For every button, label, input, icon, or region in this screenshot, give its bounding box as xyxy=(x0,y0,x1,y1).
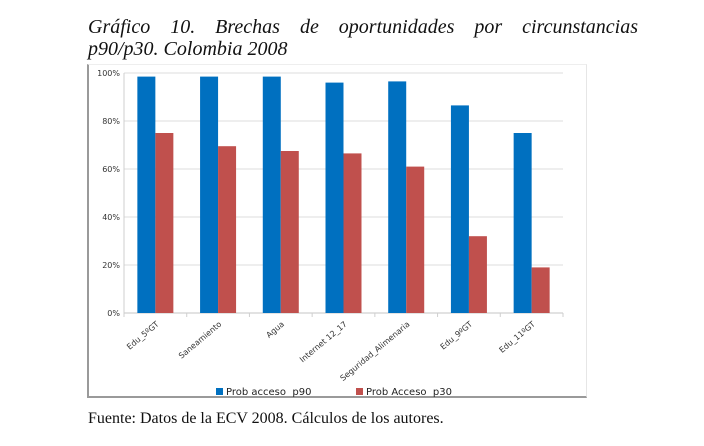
figure-title: Gráfico 10. Brechas de oportunidades por… xyxy=(88,16,638,60)
bar-p90 xyxy=(450,105,469,314)
bar-p90 xyxy=(325,82,344,313)
category-label: Edu_11ºGT xyxy=(497,320,537,355)
y-tick-label: 80% xyxy=(102,117,120,126)
legend-item: Prob acceso p90 xyxy=(216,387,311,398)
legend-label: Prob acceso p90 xyxy=(226,387,311,398)
source-note: Fuente: Datos de la ECV 2008. Cálculos d… xyxy=(88,410,444,427)
category-label: Agua xyxy=(265,320,287,340)
y-tick-label: 40% xyxy=(102,213,120,222)
category-label: Internet 12_17 xyxy=(298,320,349,365)
bar-p30 xyxy=(468,236,487,313)
bar-p90 xyxy=(513,133,532,313)
legend-swatch xyxy=(356,388,363,395)
category-label: Edu_9ºGT xyxy=(439,320,475,352)
category-label: Edu_5ºGT xyxy=(125,320,161,352)
legend-label: Prob Acceso p30 xyxy=(366,387,452,398)
legend: Prob acceso p90 Prob Acceso p30 xyxy=(216,387,452,398)
category-label: Saneamiento xyxy=(177,320,223,361)
figure-title-line-1: Gráfico 10. Brechas de oportunidades por… xyxy=(88,16,638,38)
bar-p30 xyxy=(218,146,237,313)
bar-p30 xyxy=(343,153,362,313)
x-axis xyxy=(123,313,564,317)
y-tick-label: 100% xyxy=(97,69,120,78)
figure-title-line-2: p90/p30. Colombia 2008 xyxy=(88,38,288,60)
y-axis-ticks: 0% 20% 40% 60% 80% 100% xyxy=(97,69,120,318)
bar-p30 xyxy=(280,151,299,313)
bar-p30 xyxy=(406,166,425,313)
category-labels: Edu_5ºGT Saneamiento Agua Internet 12_17Seg… xyxy=(125,320,537,383)
y-tick-label: 60% xyxy=(102,165,120,174)
bar-p90 xyxy=(388,81,407,314)
category-label: Seguridad_Alimenaria xyxy=(338,320,411,383)
chart-frame xyxy=(87,64,587,398)
legend-swatch xyxy=(216,388,223,395)
bar-p90 xyxy=(200,76,219,313)
y-tick-label: 20% xyxy=(102,261,120,270)
legend-item: Prob Acceso p30 xyxy=(356,387,452,398)
bar-p30 xyxy=(155,133,174,313)
bars xyxy=(137,76,550,314)
bar-p90 xyxy=(137,76,156,313)
y-tick-label: 0% xyxy=(107,309,120,318)
bar-p90 xyxy=(262,76,281,313)
bar-p30 xyxy=(531,267,550,313)
